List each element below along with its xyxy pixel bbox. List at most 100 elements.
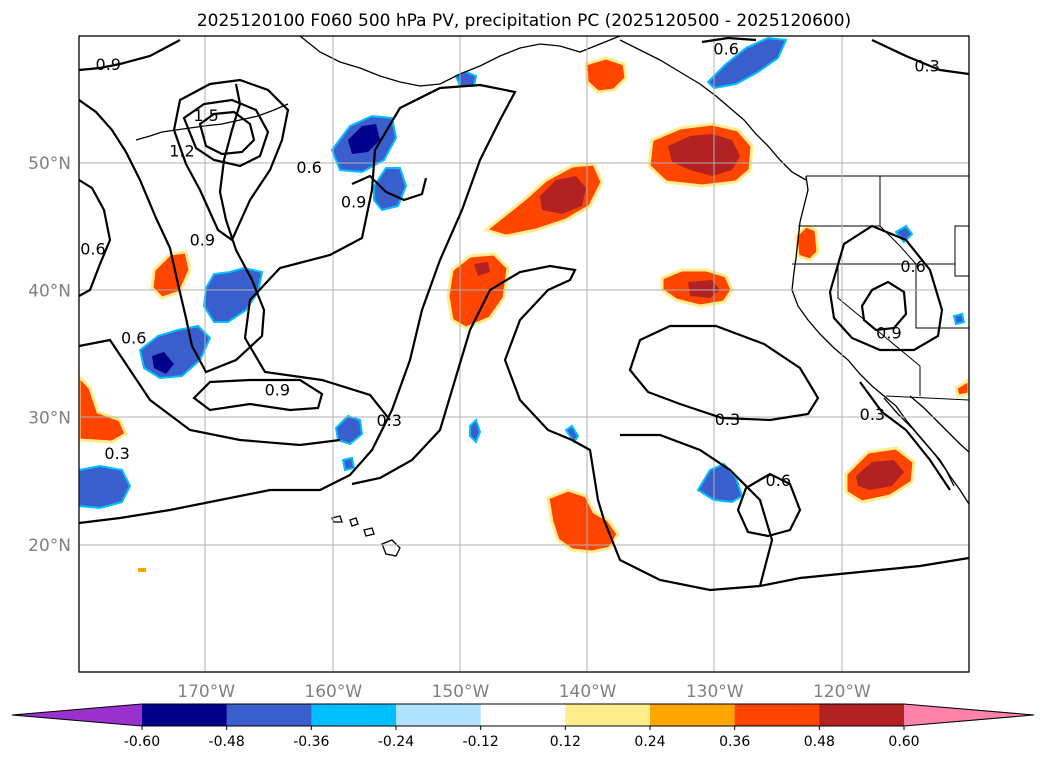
- pv-contour-0.6-us: [828, 224, 944, 352]
- hawaii-island: [381, 539, 401, 557]
- contour-label: 0.3: [715, 410, 740, 429]
- contour-label: 0.6: [80, 239, 105, 258]
- contour-label: 0.9: [876, 323, 901, 342]
- contour-label: 0.9: [96, 55, 121, 74]
- pv-contour-0.9-lobe: [172, 78, 290, 242]
- contour-label: 0.3: [104, 444, 129, 463]
- pv-contour-1.5-ring: [198, 110, 256, 156]
- gulf-of-california-coast: [909, 395, 969, 453]
- mexico-border: [885, 395, 969, 401]
- colorbar-tick-label: 0.36: [719, 734, 750, 750]
- precip-shading: [79, 36, 969, 572]
- lat-tick-label: 40°N: [28, 281, 71, 301]
- colorbar-bin: [142, 704, 228, 726]
- pv-contour-0.3-east: [620, 433, 774, 587]
- pv-contour-0.3-gyre: [628, 324, 820, 422]
- colorbar-bin: [734, 704, 820, 726]
- contour-label: 0.6: [121, 328, 146, 347]
- coastlines: [135, 36, 969, 557]
- contour-label: 0.3: [860, 405, 885, 424]
- alaska-panhandle: [619, 39, 807, 181]
- lon-tick-label: 170°W: [177, 682, 235, 702]
- lon-tick-label: 150°W: [432, 682, 490, 702]
- precip-strong-area: [688, 280, 720, 298]
- lon-tick-label: 120°W: [813, 682, 871, 702]
- contour-label: 1.2: [169, 141, 194, 160]
- pv-contour-0.3-coast: [859, 381, 951, 491]
- contour-label: 0.6: [766, 471, 791, 490]
- lon-tick-label: 140°W: [559, 682, 617, 702]
- pv-contour-1.2-ring: [182, 98, 270, 168]
- precip-strong-area: [474, 262, 490, 276]
- precip-positive-area: [954, 378, 969, 398]
- pv-contour-0.6-tip: [79, 179, 112, 297]
- pv-contour-0.9-central: [351, 174, 428, 202]
- contour-label: 0.3: [377, 411, 402, 430]
- colorbar-tick-label: -0.48: [209, 734, 245, 750]
- colorbar-tick-label: -0.12: [463, 734, 499, 750]
- pv-contour-0.6-loop: [736, 472, 802, 538]
- map-background: [79, 36, 969, 672]
- precip-strong-negative-area: [348, 124, 380, 154]
- wyoming-border: [954, 225, 969, 277]
- latitude-tick-labels: 20°N 30°N 40°N 50°N: [28, 154, 71, 556]
- precip-negative-area: [696, 462, 744, 504]
- longitude-tick-labels: 170°W 160°W 150°W 140°W 130°W 120°W: [177, 682, 871, 702]
- pv-contour-0.9-us: [860, 280, 908, 332]
- pv-contour-0.3-main: [79, 83, 517, 525]
- contour-label: 0.3: [914, 56, 939, 75]
- colorbar-tick-label: 0.12: [550, 734, 581, 750]
- precip-negative-area: [706, 36, 788, 90]
- precip-negative-area: [952, 312, 966, 326]
- precip-positive-area: [79, 373, 128, 444]
- utah-border: [915, 264, 969, 329]
- colorbar-bin: [565, 704, 651, 726]
- nevada-border: [837, 264, 921, 367]
- pv-contour-0.9-south: [192, 378, 324, 412]
- pv-contour-0.6-west: [79, 83, 266, 374]
- contour-label: 0.9: [265, 381, 290, 400]
- contour-label: 0.6: [713, 40, 738, 59]
- lon-tick-label: 160°W: [304, 682, 362, 702]
- map-frame: [78, 35, 970, 673]
- figure-title: 2025120100 F060 500 hPa PV, precipitatio…: [197, 11, 851, 31]
- colorbar-bin: [480, 704, 566, 726]
- precip-positive-area: [138, 568, 146, 572]
- colorbar-over-extension: [904, 704, 1034, 726]
- gridlines: [79, 36, 969, 672]
- hawaii-maui: [363, 527, 375, 537]
- precip-strong-area: [540, 176, 586, 214]
- precip-positive-area: [546, 488, 620, 554]
- aleutian-islands: [135, 103, 289, 141]
- political-borders: [792, 36, 969, 401]
- precip-negative-area: [373, 167, 408, 212]
- pv-contour-0.6-east: [701, 36, 757, 44]
- colorbar-tick-label: 0.60: [888, 734, 919, 750]
- precip-negative-area: [341, 456, 356, 472]
- precip-negative-area: [564, 424, 580, 444]
- colorbar-bin: [819, 704, 905, 726]
- pv-contour-0.3-nw: [79, 338, 341, 447]
- pv-contour-0.3-ne: [871, 39, 969, 76]
- precip-negative-area: [469, 418, 482, 444]
- contour-label: 0.9: [341, 192, 366, 211]
- colorbar-bin: [650, 704, 736, 726]
- colorbar-tick-label: 0.48: [804, 734, 835, 750]
- map-layers: 0.9 1.5 1.2 0.6 0.9 0.9 0.6 0.6 0.9 0.3 0.3 0.6 0.3 0…: [79, 36, 969, 672]
- colorbar-under-extension: [12, 704, 142, 726]
- pv-contour-0.3-south: [602, 519, 969, 592]
- colorbar-bin: [226, 704, 312, 726]
- precip-strong-area: [856, 460, 904, 490]
- colorbar-bin: [396, 704, 482, 726]
- lon-tick-label: 130°W: [686, 682, 744, 702]
- colorbar-bin: [311, 704, 397, 726]
- contour-label: 0.9: [190, 231, 215, 250]
- colorbar-tick-label: -0.60: [124, 734, 160, 750]
- contour-label: 1.5: [193, 106, 218, 125]
- precip-positive-area: [446, 252, 510, 330]
- idaho-border: [879, 176, 917, 265]
- pv-contours: [79, 36, 969, 592]
- hawaii-oahu: [349, 517, 359, 527]
- colorbar-tick-label: 0.24: [634, 734, 665, 750]
- colorbar: -0.60 -0.48 -0.36 -0.24 -0.12 0.12 0.24 0.36 0.4…: [11, 703, 1035, 750]
